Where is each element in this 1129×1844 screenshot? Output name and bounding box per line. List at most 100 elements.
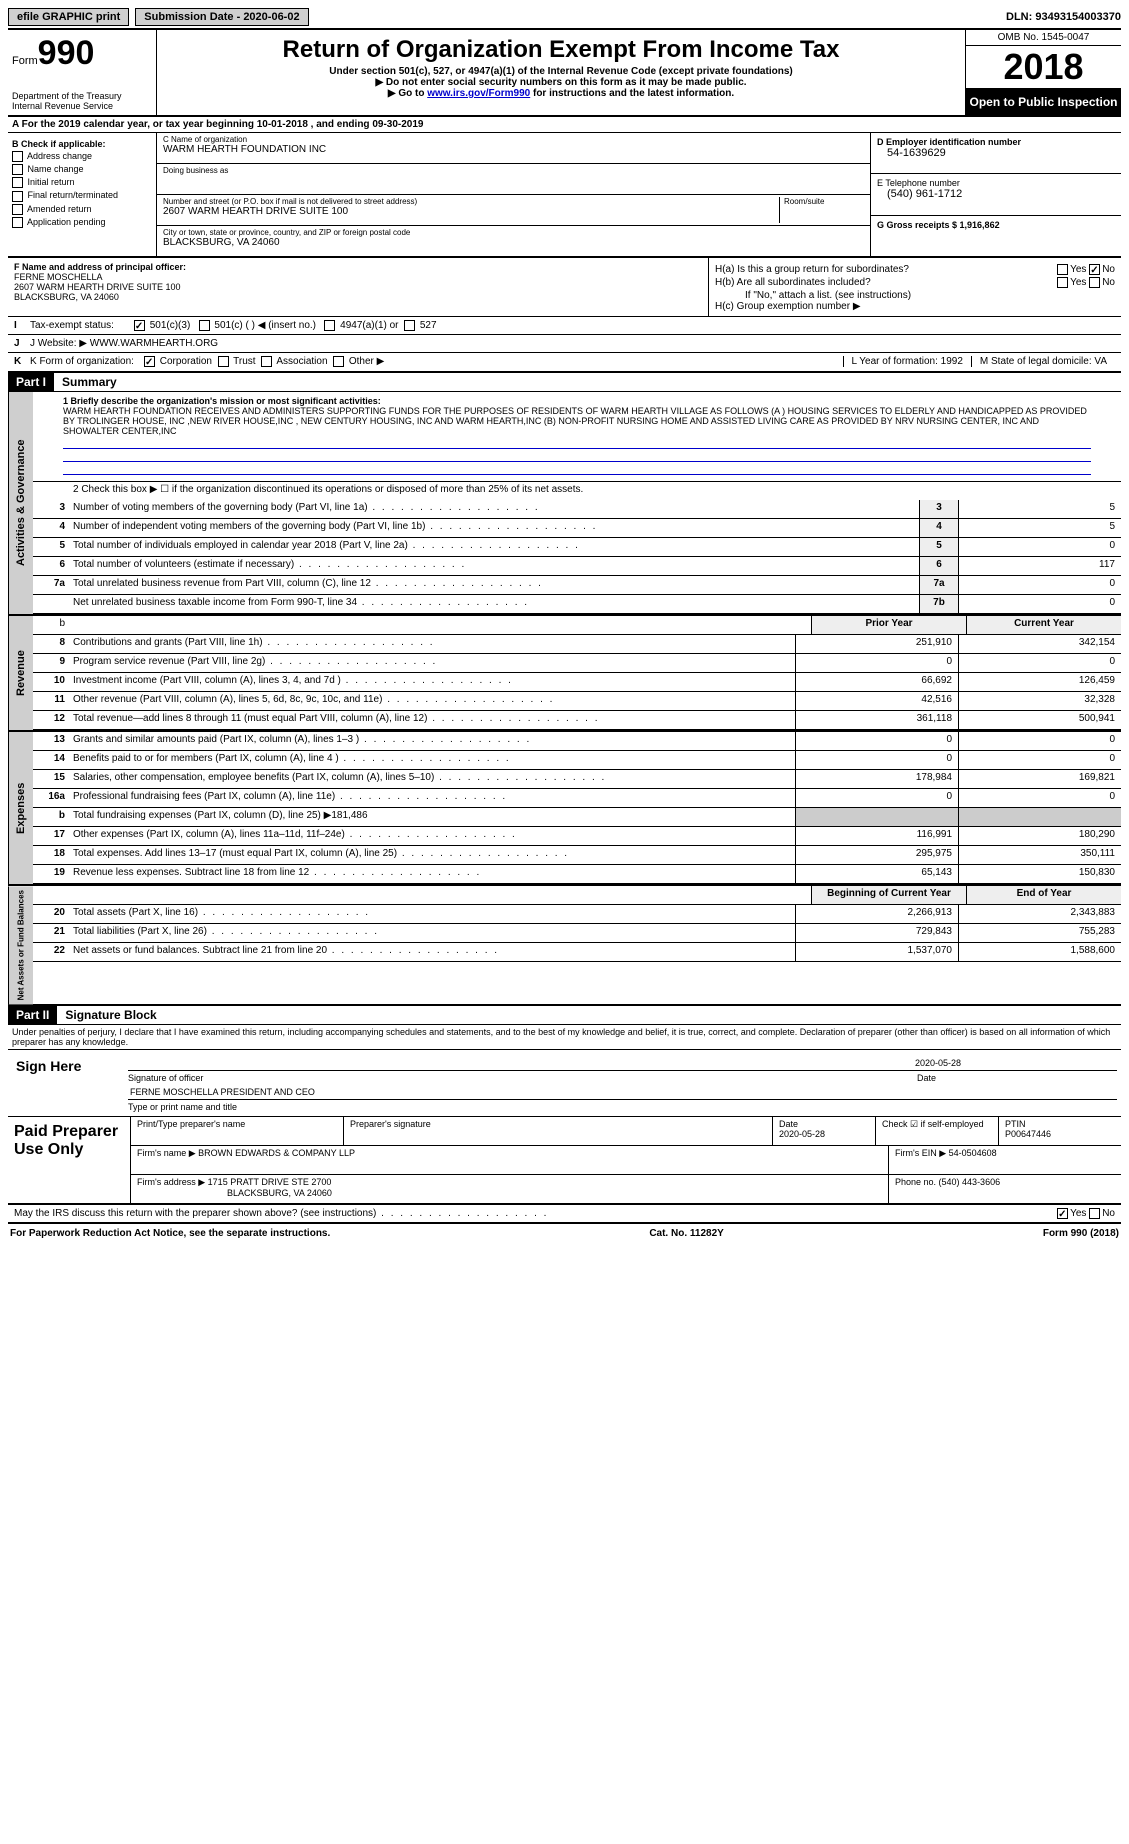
part2-header: Part II Signature Block [8, 1006, 1121, 1025]
dba-lbl: Doing business as [163, 166, 864, 175]
subtitle: Under section 501(c), 527, or 4947(a)(1)… [165, 66, 957, 77]
org-name: WARM HEARTH FOUNDATION INC [163, 144, 864, 155]
hb: H(b) Are all subordinates included? [715, 277, 871, 288]
row-j: J J Website: ▶ WWW.WARMHEARTH.ORG [8, 335, 1121, 353]
row-m: M State of legal domicile: VA [971, 356, 1115, 367]
name-lbl: C Name of organization [163, 135, 864, 144]
submission-btn[interactable]: Submission Date - 2020-06-02 [135, 8, 308, 26]
table-row: 7aTotal unrelated business revenue from … [33, 576, 1121, 595]
governance-table: Activities & Governance 1 Briefly descri… [8, 392, 1121, 616]
table-row: bTotal fundraising expenses (Part IX, co… [33, 808, 1121, 827]
officer-addr1: 2607 WARM HEARTH DRIVE SUITE 100 [14, 282, 702, 292]
city: BLACKSBURG, VA 24060 [163, 237, 864, 248]
revenue-table: Revenue bPrior YearCurrent Year 8Contrib… [8, 616, 1121, 732]
header: Form990 Department of the Treasury Inter… [8, 30, 1121, 117]
col-f: F Name and address of principal officer:… [8, 258, 708, 316]
footer-left: For Paperwork Reduction Act Notice, see … [10, 1228, 330, 1239]
footer: For Paperwork Reduction Act Notice, see … [8, 1224, 1121, 1243]
col-b: B Check if applicable: Address change Na… [8, 133, 157, 256]
vtab-rev: Revenue [8, 616, 33, 730]
vtab-na: Net Assets or Fund Balances [8, 886, 33, 1004]
paid-preparer: Paid Preparer Use Only Print/Type prepar… [8, 1117, 1121, 1205]
website: WWW.WARMHEARTH.ORG [90, 338, 218, 349]
city-lbl: City or town, state or province, country… [163, 228, 864, 237]
col-c: C Name of organization WARM HEARTH FOUND… [157, 133, 870, 256]
g-lbl: G Gross receipts $ 1,916,862 [877, 220, 1115, 230]
section-a: B Check if applicable: Address change Na… [8, 133, 1121, 258]
dln: DLN: 93493154003370 [1006, 11, 1121, 23]
open: Open to Public Inspection [966, 89, 1121, 115]
addr: 2607 WARM HEARTH DRIVE SUITE 100 [163, 206, 779, 217]
omb: OMB No. 1545-0047 [966, 30, 1121, 46]
dept: Department of the Treasury Internal Reve… [12, 91, 152, 111]
netassets-table: Net Assets or Fund Balances Beginning of… [8, 886, 1121, 1006]
table-row: 20Total assets (Part X, line 16)2,266,91… [33, 905, 1121, 924]
checkbox-item[interactable]: Application pending [12, 217, 152, 228]
table-row: 9Program service revenue (Part VIII, lin… [33, 654, 1121, 673]
checkbox-item[interactable]: Final return/terminated [12, 190, 152, 201]
table-row: 11Other revenue (Part VIII, column (A), … [33, 692, 1121, 711]
table-row: 15Salaries, other compensation, employee… [33, 770, 1121, 789]
arrow2: ▶ Go to www.irs.gov/Form990 for instruct… [165, 88, 957, 99]
table-row: 12Total revenue—add lines 8 through 11 (… [33, 711, 1121, 730]
table-row: 18Total expenses. Add lines 13–17 (must … [33, 846, 1121, 865]
table-row: 10Investment income (Part VIII, column (… [33, 673, 1121, 692]
table-row: 19Revenue less expenses. Subtract line 1… [33, 865, 1121, 884]
room-lbl: Room/suite [784, 197, 864, 206]
arrow1: ▶ Do not enter social security numbers o… [165, 77, 957, 88]
header-right: OMB No. 1545-0047 2018 Open to Public In… [965, 30, 1121, 115]
vtab-exp: Expenses [8, 732, 33, 884]
table-row: 14Benefits paid to or for members (Part … [33, 751, 1121, 770]
table-row: 4Number of independent voting members of… [33, 519, 1121, 538]
col-de: D Employer identification number 54-1639… [870, 133, 1121, 256]
table-row: 8Contributions and grants (Part VIII, li… [33, 635, 1121, 654]
table-row: 3Number of voting members of the governi… [33, 500, 1121, 519]
hb-note: If "No," attach a list. (see instruction… [715, 290, 1115, 301]
officer-name: FERNE MOSCHELLA [14, 272, 702, 282]
header-center: Return of Organization Exempt From Incom… [157, 30, 965, 115]
topbar: efile GRAPHIC print Submission Date - 20… [8, 8, 1121, 30]
form-label: Form [12, 55, 38, 67]
footer-right: Form 990 (2018) [1043, 1228, 1119, 1239]
table-row: 6Total number of volunteers (estimate if… [33, 557, 1121, 576]
checkbox-item[interactable]: Name change [12, 164, 152, 175]
e-lbl: E Telephone number [877, 178, 1115, 188]
penalties: Under penalties of perjury, I declare th… [8, 1025, 1121, 1050]
row-l: L Year of formation: 1992 [843, 356, 971, 367]
table-row: 17Other expenses (Part IX, column (A), l… [33, 827, 1121, 846]
form-number: 990 [38, 34, 95, 72]
efile-btn[interactable]: efile GRAPHIC print [8, 8, 129, 26]
checkbox-item[interactable]: Amended return [12, 204, 152, 215]
row-k: K K Form of organization: Corporation Tr… [8, 353, 1121, 372]
addr-lbl: Number and street (or P.O. box if mail i… [163, 197, 779, 206]
checkbox-item[interactable]: Address change [12, 151, 152, 162]
table-row: Net unrelated business taxable income fr… [33, 595, 1121, 614]
footer-mid: Cat. No. 11282Y [649, 1228, 723, 1239]
officer-addr2: BLACKSBURG, VA 24060 [14, 292, 702, 302]
discuss-row: May the IRS discuss this return with the… [8, 1205, 1121, 1224]
phone: (540) 961-1712 [877, 188, 1115, 200]
table-row: 5Total number of individuals employed in… [33, 538, 1121, 557]
year: 2018 [966, 46, 1121, 89]
vtab-gov: Activities & Governance [8, 392, 33, 614]
ein: 54-1639629 [877, 147, 1115, 159]
table-row: 22Net assets or fund balances. Subtract … [33, 943, 1121, 962]
sign-here: Sign Here 2020-05-28 Signature of office… [8, 1050, 1121, 1117]
ha: H(a) Is this a group return for subordin… [715, 264, 909, 275]
table-row: 13Grants and similar amounts paid (Part … [33, 732, 1121, 751]
irs-link[interactable]: www.irs.gov/Form990 [427, 88, 530, 99]
title: Return of Organization Exempt From Incom… [165, 36, 957, 64]
table-row: 21Total liabilities (Part X, line 26)729… [33, 924, 1121, 943]
header-left: Form990 Department of the Treasury Inter… [8, 30, 157, 115]
mission: 1 Briefly describe the organization's mi… [33, 392, 1121, 482]
col-h: H(a) Is this a group return for subordin… [708, 258, 1121, 316]
hc: H(c) Group exemption number ▶ [715, 301, 1115, 312]
row-i: I Tax-exempt status: 501(c)(3) 501(c) ( … [8, 317, 1121, 335]
f-lbl: F Name and address of principal officer: [14, 262, 702, 272]
checkbox-item[interactable]: Initial return [12, 177, 152, 188]
d-lbl: D Employer identification number [877, 137, 1115, 147]
b-title: B Check if applicable: [12, 139, 152, 149]
part1-header: Part I Summary [8, 373, 1121, 392]
section-fh: F Name and address of principal officer:… [8, 258, 1121, 317]
band-a: A For the 2019 calendar year, or tax yea… [8, 117, 1121, 133]
